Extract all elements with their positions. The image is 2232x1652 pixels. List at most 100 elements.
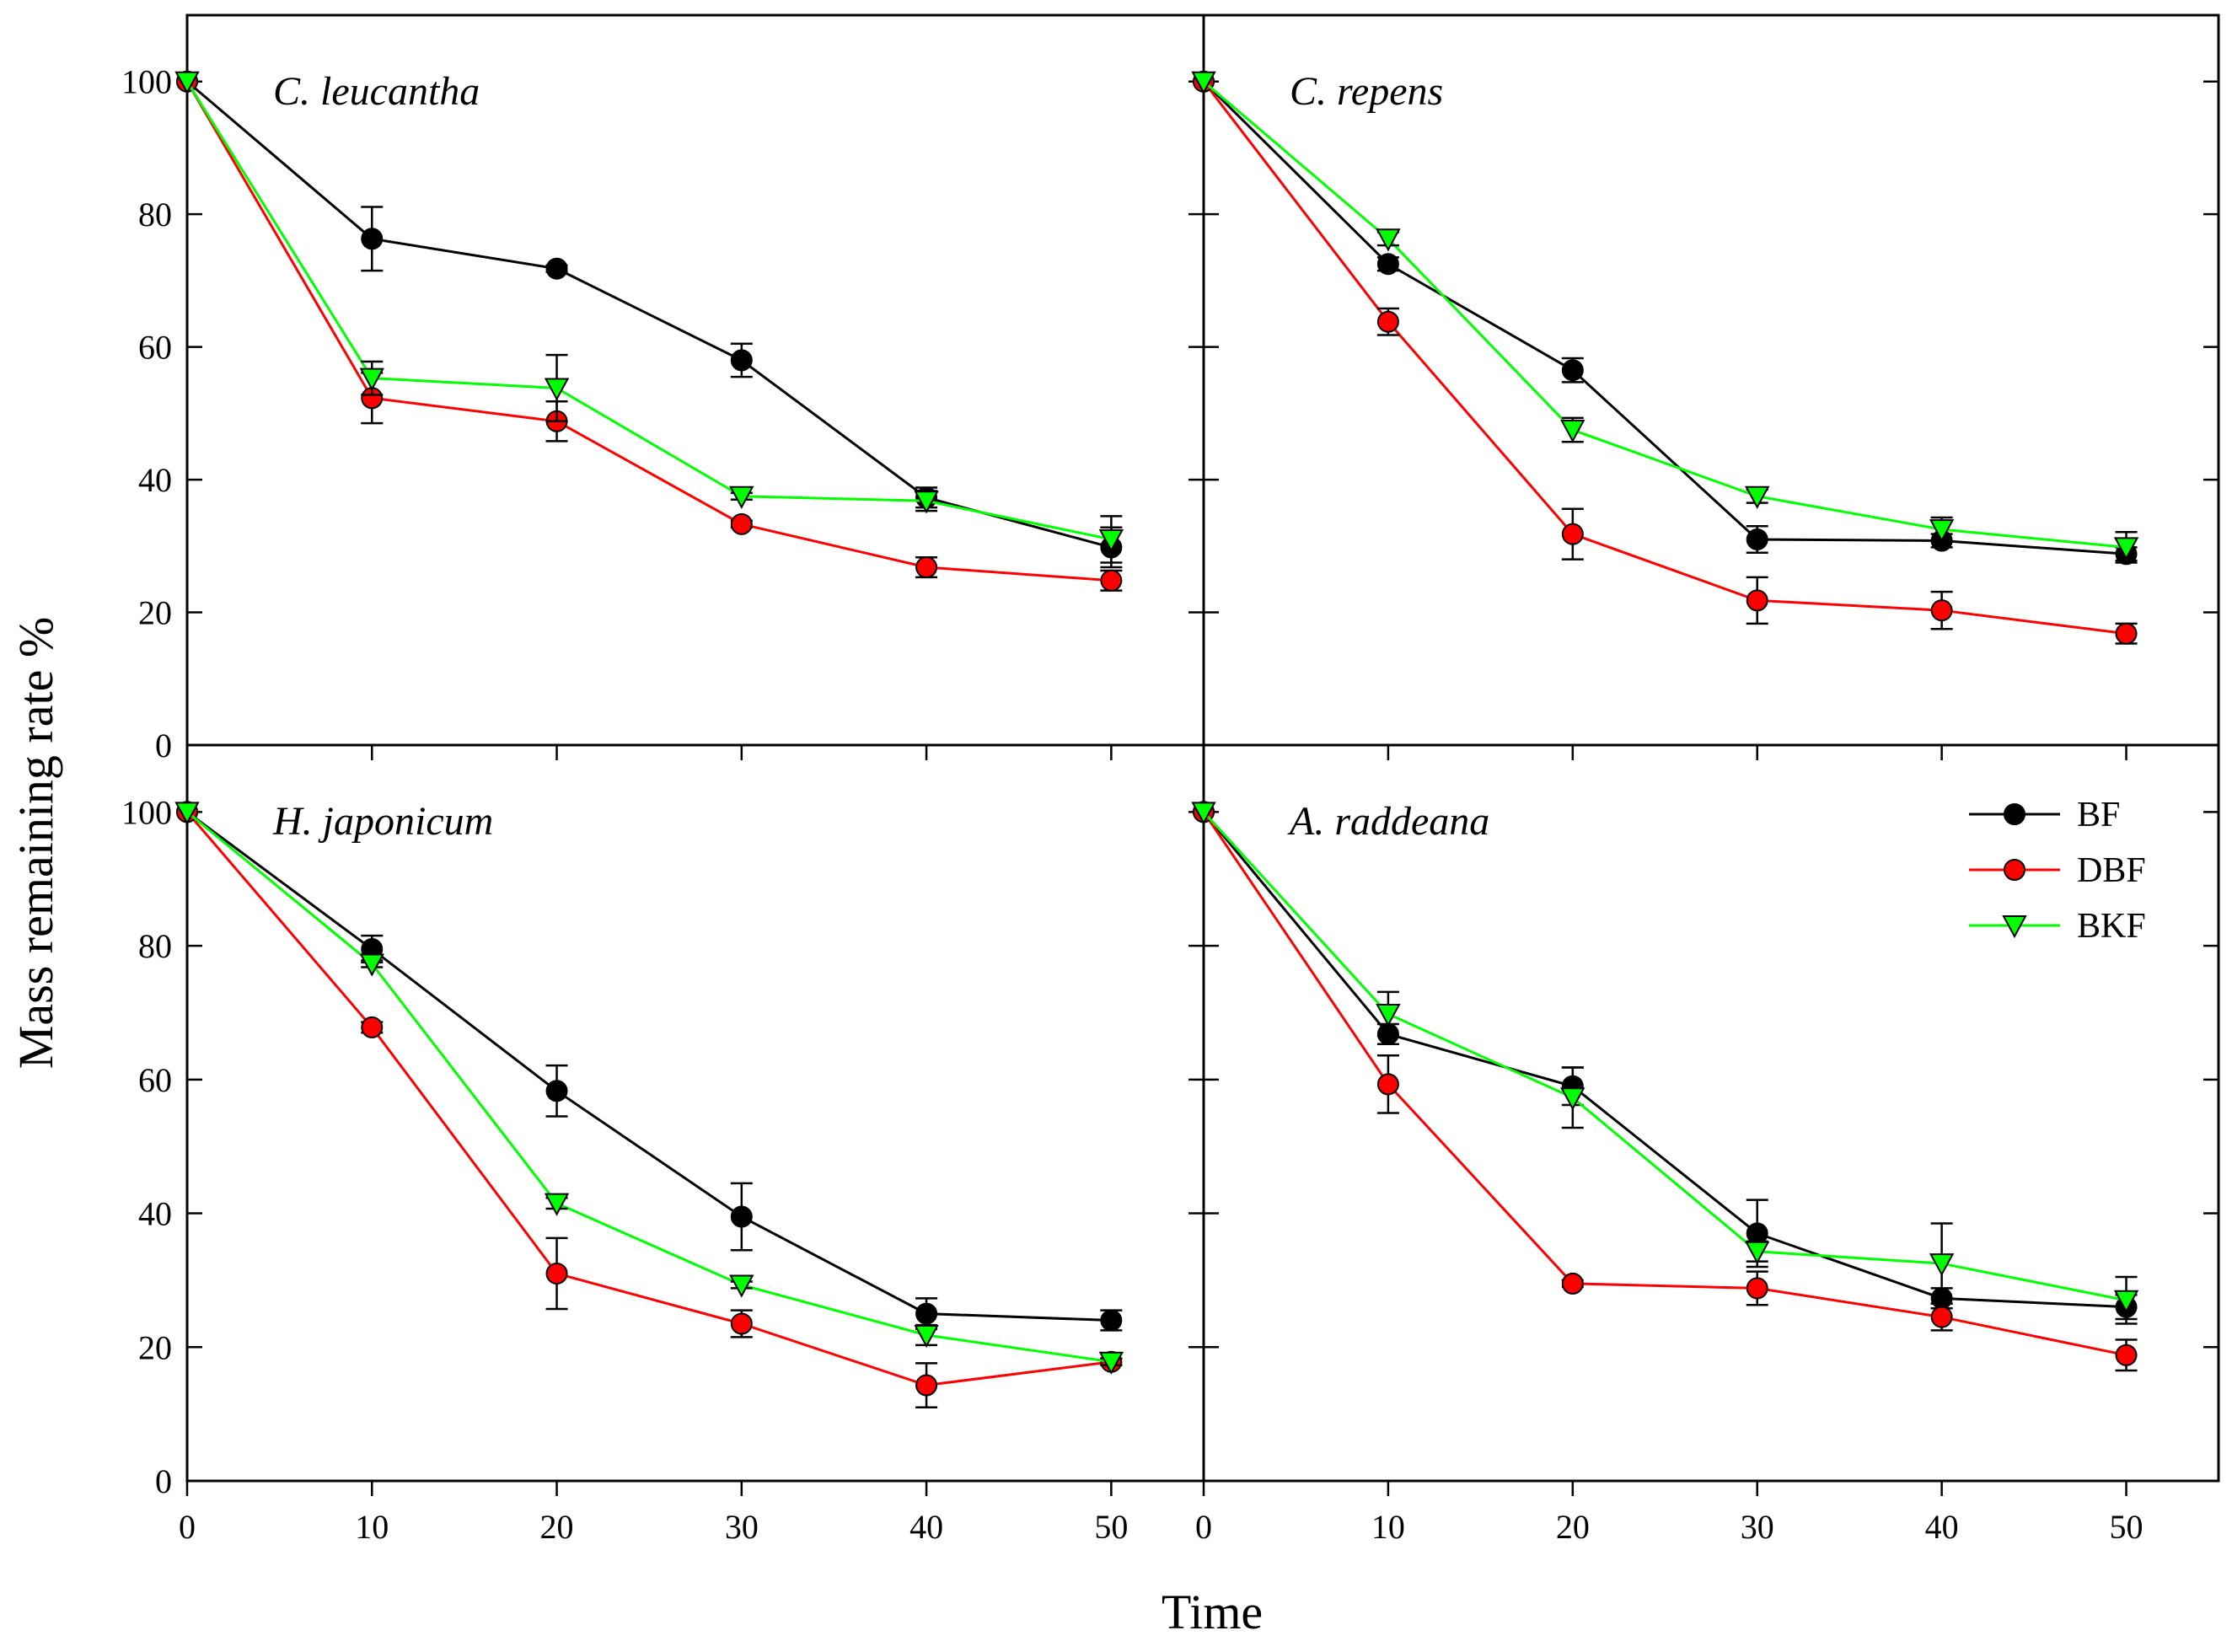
legend-marker bbox=[2004, 859, 2025, 881]
data-point bbox=[1561, 359, 1584, 382]
series-line-dbf bbox=[185, 811, 1112, 1387]
legend-item-bkf: BKF bbox=[1969, 907, 2146, 946]
data-point bbox=[915, 1302, 938, 1325]
data-point bbox=[2113, 1290, 2139, 1313]
data-point bbox=[730, 349, 753, 372]
data-point bbox=[1561, 1272, 1584, 1295]
data-point bbox=[729, 1274, 754, 1298]
x-tick-label: 30 bbox=[1741, 1508, 1774, 1546]
legend: BF DBF BKF bbox=[1969, 796, 2146, 946]
series-bf bbox=[1193, 801, 2138, 1321]
y-axis-label: Mass remaining rate % bbox=[8, 617, 63, 1069]
data-point bbox=[1746, 528, 1768, 550]
legend-item-bf: BF bbox=[1969, 796, 2120, 834]
y-tick-label: 0 bbox=[155, 727, 172, 764]
x-tick-label: 40 bbox=[909, 1508, 943, 1546]
legend-label: DBF bbox=[2077, 851, 2146, 890]
data-point bbox=[544, 378, 570, 401]
data-point bbox=[1376, 310, 1399, 333]
panel-title: C. repens bbox=[1290, 69, 1443, 114]
data-point bbox=[1746, 1277, 1768, 1300]
data-point bbox=[1098, 1351, 1124, 1375]
data-point bbox=[730, 1205, 753, 1228]
x-tick-label: 30 bbox=[725, 1508, 759, 1546]
y-tick-label: 40 bbox=[138, 461, 172, 499]
data-point bbox=[1376, 1073, 1399, 1096]
data-point bbox=[1376, 228, 1401, 252]
series-line-dbf bbox=[1202, 811, 2127, 1357]
series-line-bf bbox=[186, 811, 1112, 1322]
x-tick-label: 10 bbox=[355, 1508, 389, 1546]
y-tick-label: 20 bbox=[138, 1328, 172, 1366]
data-point bbox=[1561, 523, 1584, 545]
series-dbf bbox=[176, 70, 1123, 592]
x-tick-label: 0 bbox=[179, 1508, 196, 1546]
series-dbf bbox=[1193, 70, 2138, 645]
panel-title: H. japonicum bbox=[272, 799, 493, 844]
data-point bbox=[1098, 528, 1124, 553]
panel-1: 0 20 40 60 80 100 C. leucantha bbox=[121, 63, 1204, 764]
series-line-bkf bbox=[186, 811, 1112, 1364]
y-tick-label: 60 bbox=[138, 329, 172, 367]
series-line-bf bbox=[1202, 811, 2127, 1309]
data-point bbox=[729, 485, 754, 509]
data-point bbox=[361, 1016, 384, 1038]
legend-item-dbf: DBF bbox=[1969, 851, 2146, 890]
panel-3: 0 20 40 60 80 100 0 10 20 30 40 50 H. japonicum bbox=[121, 793, 1204, 1546]
data-point bbox=[2115, 1344, 2138, 1366]
series-bkf bbox=[174, 802, 1124, 1375]
data-point bbox=[1376, 253, 1399, 276]
series-line-dbf bbox=[185, 80, 1112, 582]
data-point bbox=[1929, 519, 1955, 543]
series-line-bkf bbox=[185, 80, 1112, 541]
data-point bbox=[1930, 1306, 1953, 1328]
data-point bbox=[914, 1324, 939, 1349]
series-line-dbf bbox=[1202, 80, 2127, 636]
y-tick-label: 100 bbox=[121, 63, 172, 101]
series-bf bbox=[1193, 70, 2138, 566]
data-point bbox=[545, 257, 568, 280]
data-point bbox=[915, 556, 938, 579]
data-point bbox=[1929, 1253, 1955, 1277]
y-tick-label: 0 bbox=[155, 1462, 172, 1500]
x-tick-label: 10 bbox=[1371, 1508, 1405, 1546]
data-point bbox=[1100, 569, 1123, 592]
x-axis-label: Time bbox=[1162, 1585, 1263, 1639]
panel-4: 0 10 20 30 40 50 A. raddeana bbox=[1191, 799, 2219, 1546]
data-point bbox=[545, 1080, 568, 1102]
data-point bbox=[1560, 420, 1585, 443]
x-tick-label: 50 bbox=[1094, 1508, 1128, 1546]
legend-label: BKF bbox=[2077, 907, 2146, 946]
y-tick-label: 100 bbox=[121, 793, 172, 831]
panel-title: C. leucantha bbox=[273, 69, 480, 114]
y-tick-label: 80 bbox=[138, 196, 172, 233]
x-tick-label: 0 bbox=[1195, 1508, 1212, 1546]
y-tick-label: 80 bbox=[138, 927, 172, 965]
series-bkf bbox=[1191, 71, 2139, 564]
x-tick-label: 50 bbox=[2110, 1508, 2143, 1546]
legend-label: BF bbox=[2077, 796, 2120, 834]
data-point bbox=[1746, 589, 1768, 612]
data-point bbox=[1745, 1241, 1770, 1264]
legend-marker bbox=[2004, 803, 2025, 825]
data-point bbox=[1191, 802, 1216, 825]
data-point bbox=[361, 228, 384, 250]
series-bkf bbox=[174, 71, 1124, 564]
panel-title: A. raddeana bbox=[1287, 799, 1489, 844]
y-tick-label: 60 bbox=[138, 1061, 172, 1099]
series-dbf bbox=[1193, 801, 2138, 1372]
legend-marker bbox=[2002, 915, 2027, 939]
y-tick-label: 20 bbox=[138, 594, 172, 632]
data-point bbox=[2113, 537, 2139, 560]
x-tick-label: 20 bbox=[1556, 1508, 1590, 1546]
panel-2: C. repens bbox=[1191, 69, 2219, 760]
series-bkf bbox=[1191, 802, 2139, 1325]
series-line-bf bbox=[1202, 80, 2127, 555]
series-line-bkf bbox=[1203, 80, 2127, 549]
data-point bbox=[1100, 1309, 1123, 1332]
data-point bbox=[359, 367, 384, 391]
series-line-bkf bbox=[1202, 811, 2127, 1302]
x-tick-label: 40 bbox=[1925, 1508, 1959, 1546]
